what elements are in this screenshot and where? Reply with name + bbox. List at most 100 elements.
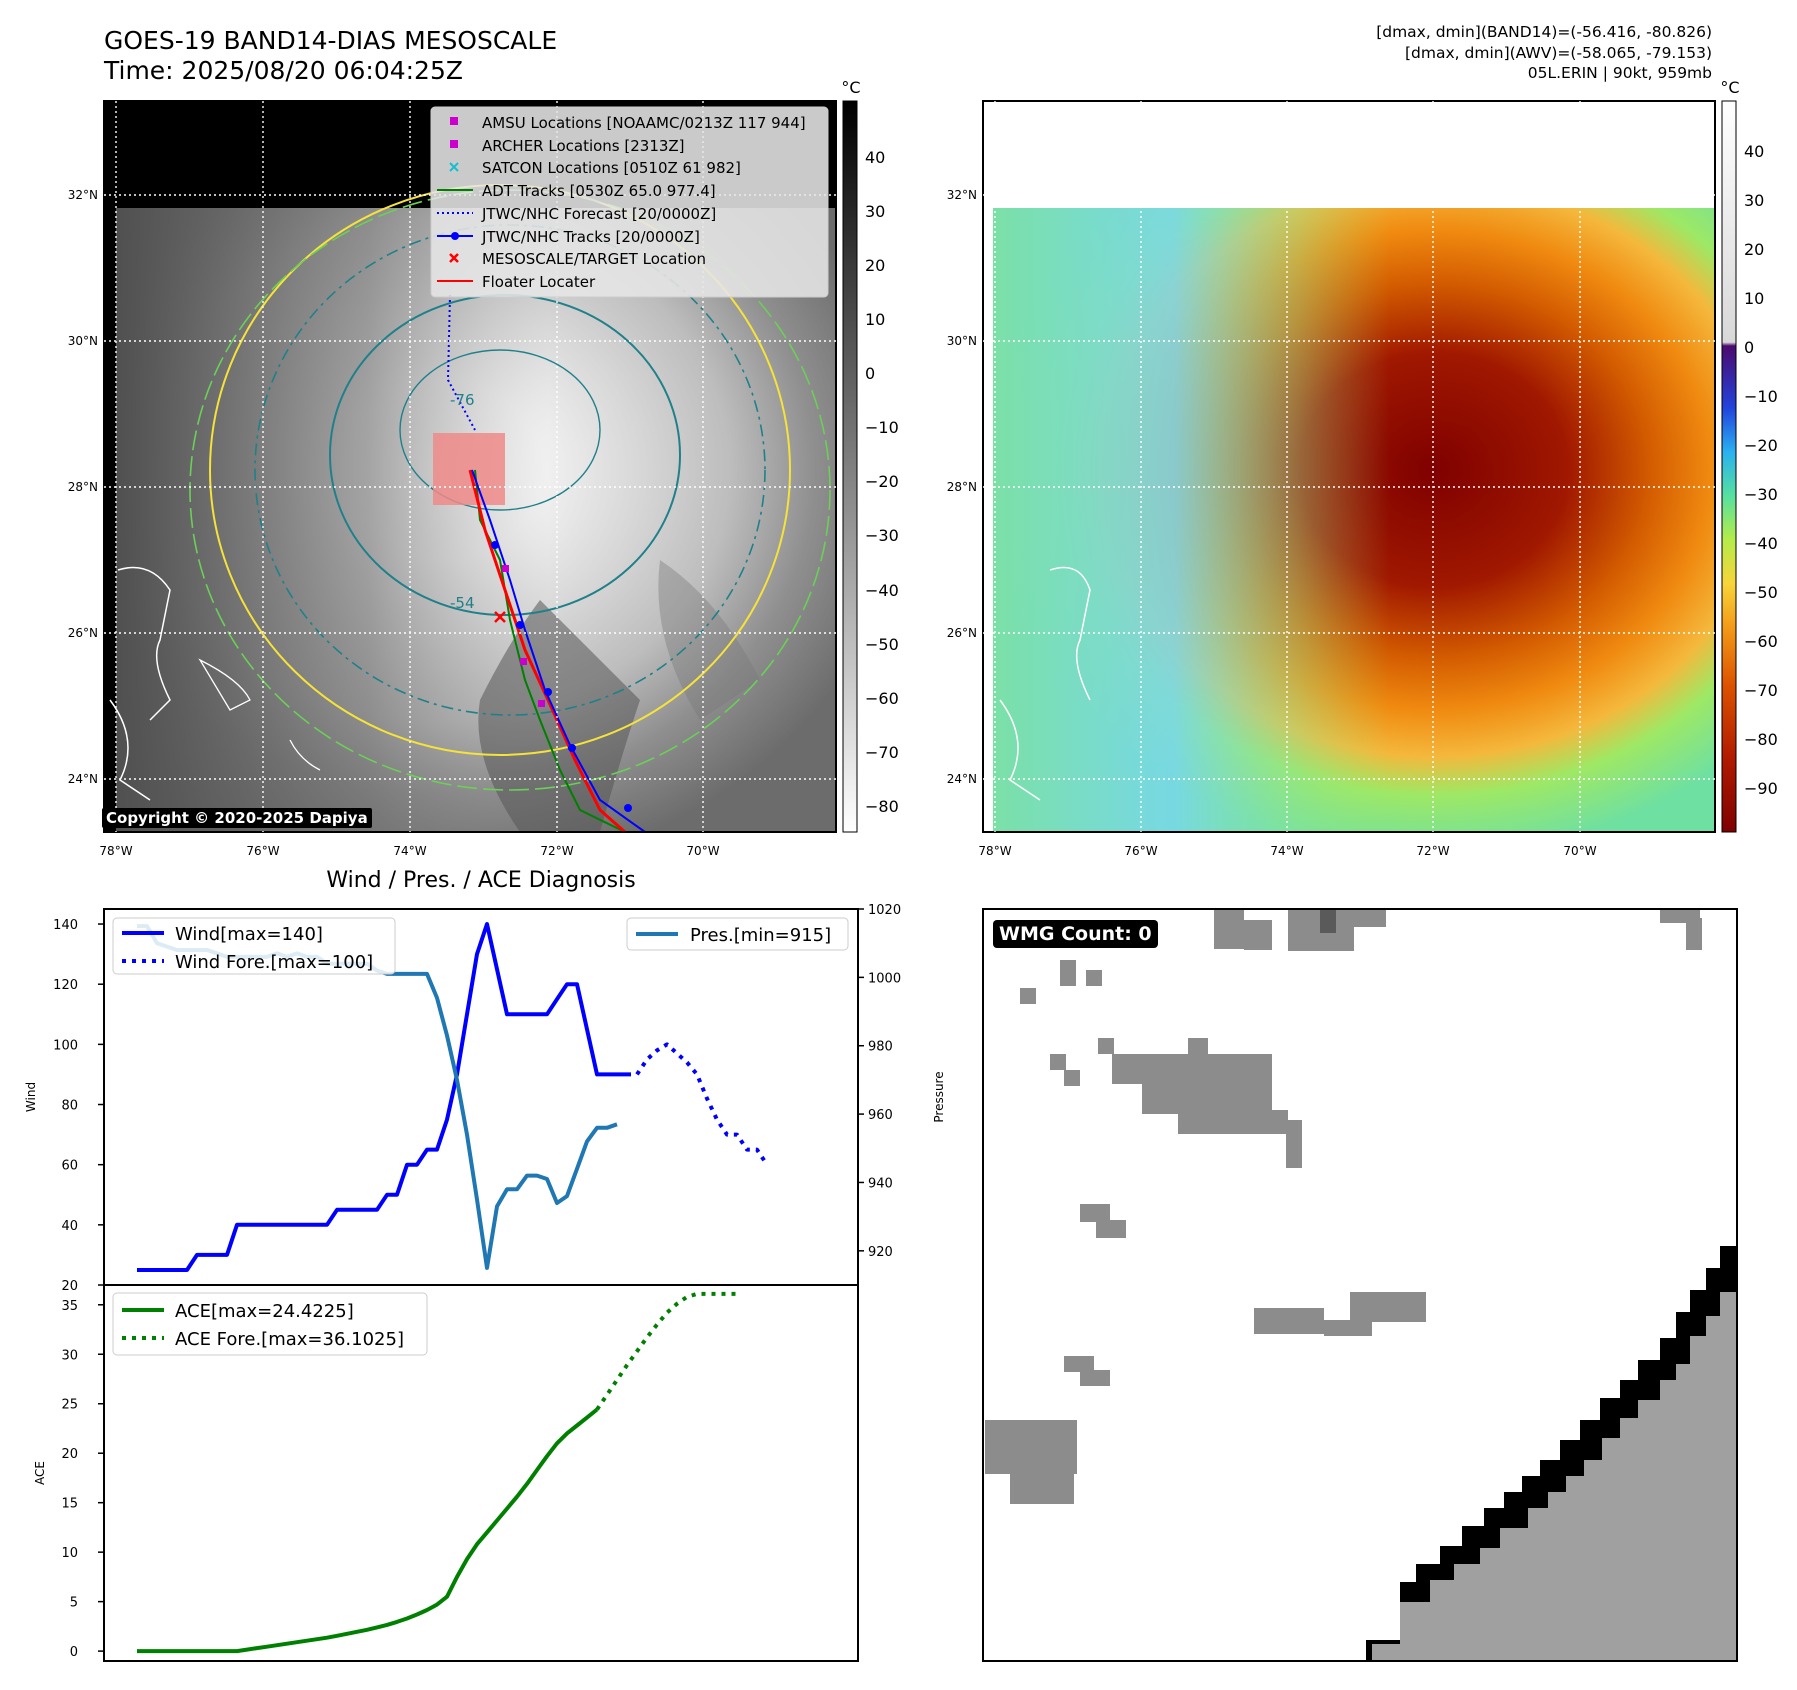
title-line-2: Time: 2025/08/20 06:04:25Z (104, 56, 463, 85)
ir-cb-tick: −80 (865, 797, 899, 816)
awv-cb-tick: −60 (1744, 632, 1778, 651)
awv-cb-tick: −20 (1744, 436, 1778, 455)
ir-colorbar (842, 100, 858, 833)
wmg-frame (982, 908, 1738, 1662)
legend-item: Floater Locater (482, 273, 596, 291)
amsu-marker-icon (450, 117, 458, 125)
awv-lat-labels: 32°N 30°N 28°N 26°N 24°N (947, 188, 977, 786)
ir-lat-labels: 32°N 30°N 28°N 26°N 24°N (68, 188, 98, 786)
wind-ytick-label: 140 (53, 918, 78, 933)
ace-ytick-label: 10 (61, 1546, 78, 1561)
wind-axis-label: Wind (24, 1082, 38, 1112)
awv-satellite-image (983, 101, 1715, 832)
wind-ytick-label: 60 (61, 1159, 78, 1174)
ir-cb-tick: −60 (865, 689, 899, 708)
lon-label: 72°W (540, 844, 573, 858)
ace-ytick-label: 15 (61, 1497, 78, 1512)
satcon-marker-icon (449, 162, 459, 172)
awv-cb-tick: −50 (1744, 583, 1778, 602)
ir-cb-tick: 30 (865, 202, 885, 221)
wind-ytick-label: 120 (53, 978, 78, 993)
info-line-3: 05L.ERIN | 90kt, 959mb (1527, 64, 1712, 82)
contour-label-1: -76 (450, 391, 475, 409)
ace-legend: ACE[max=24.4225] ACE Fore.[max=36.1025] (112, 1292, 428, 1356)
wind-forecast-series-line (627, 1042, 769, 1166)
lat-label: 24°N (68, 772, 98, 786)
awv-cb-tick: 40 (1744, 142, 1764, 161)
pres-ytick-label: 960 (868, 1108, 893, 1123)
figure-info: [dmax, dmin](BAND14)=(-56.416, -80.826) … (1376, 22, 1712, 84)
wind-ytick-label: 80 (61, 1099, 78, 1114)
awv-cb-tick: −10 (1744, 387, 1778, 406)
legend-item: ADT Tracks [0530Z 65.0 977.4] (482, 182, 716, 200)
pres-ytick-label: 920 (868, 1245, 893, 1260)
lat-label: 30°N (947, 334, 977, 348)
ir-cb-tick: 20 (865, 256, 885, 275)
ace-legend-label: ACE[max=24.4225] (175, 1301, 354, 1322)
target-marker-icon (449, 253, 459, 263)
legend-item: JTWC/NHC Tracks [20/0000Z] (481, 228, 700, 246)
pressure-axis-label: Pressure (932, 1071, 946, 1122)
pres-legend: Pres.[min=915] (626, 917, 849, 951)
ace-series-line (137, 1407, 599, 1654)
awv-cb-tick: 0 (1744, 338, 1754, 357)
wmg-count-badge: WMG Count: 0 (993, 920, 1158, 948)
awv-cb-tick: 30 (1744, 191, 1764, 210)
awv-colorbar-unit: °C (1720, 78, 1739, 97)
ace-ytick-label: 20 (61, 1447, 78, 1462)
ir-cb-tick: 0 (865, 364, 875, 383)
info-line-2: [dmax, dmin](AWV)=(-58.065, -79.153) (1405, 43, 1712, 62)
legend-item: ARCHER Locations [2313Z] (482, 137, 685, 155)
lat-label: 32°N (68, 188, 98, 202)
lat-label: 26°N (68, 626, 98, 640)
ace-fore-legend-label: ACE Fore.[max=36.1025] (175, 1329, 404, 1350)
awv-cb-tick: 10 (1744, 289, 1764, 308)
awv-colorbar-ticks: 40 30 20 10 0 −10 −20 −30 −40 −50 −60 −7… (1744, 142, 1778, 798)
pres-ytick-label: 980 (868, 1040, 893, 1055)
copyright-badge: Copyright © 2020-2025 Dapiya (102, 808, 372, 828)
ace-ytick-label: 25 (61, 1398, 78, 1413)
figure-title: GOES-19 BAND14-DIAS MESOSCALE Time: 2025/… (104, 26, 557, 86)
lon-label: 72°W (1416, 844, 1449, 858)
lat-label: 28°N (947, 480, 977, 494)
pres-ytick-label: 1000 (868, 971, 901, 986)
wind-ytick-label: 100 (53, 1038, 78, 1053)
ir-cb-tick: −30 (865, 526, 899, 545)
contour-label-2: -54 (450, 594, 475, 612)
legend-item: SATCON Locations [0510Z 61 982] (482, 159, 741, 177)
awv-cb-tick: −70 (1744, 681, 1778, 700)
ir-map-frame (103, 100, 837, 833)
legend-item: JTWC/NHC Forecast [20/0000Z] (481, 205, 716, 223)
ace-ytick-label: 5 (70, 1596, 78, 1611)
awv-cb-tick: −40 (1744, 534, 1778, 553)
lon-label: 74°W (393, 844, 426, 858)
legend-item: AMSU Locations [NOAAMC/0213Z 117 944] (482, 114, 806, 132)
ir-cb-tick: −20 (865, 472, 899, 491)
pres-ytick-label: 940 (868, 1176, 893, 1191)
ir-colorbar-ticks: 40 30 20 10 0 −10 −20 −30 −40 −50 −60 −7… (865, 148, 899, 816)
pres-ytick-label: 1020 (868, 903, 901, 918)
ir-colorbar-unit: °C (841, 78, 860, 97)
ace-ytick-label: 0 (70, 1645, 78, 1660)
legend-item: MESOSCALE/TARGET Location (482, 250, 706, 268)
wind-series-line (137, 922, 627, 1272)
chart-title: Wind / Pres. / ACE Diagnosis (326, 868, 635, 893)
ace-ytick-label: 35 (61, 1299, 78, 1314)
ace-forecast-series-line (595, 1291, 737, 1411)
awv-map-frame (982, 100, 1716, 833)
wmg-panel (982, 908, 1738, 1662)
wind-legend: Wind[max=140] Wind Fore.[max=100] (112, 917, 396, 975)
wind-fore-legend-label: Wind Fore.[max=100] (175, 952, 373, 973)
wind-ytick-label: 20 (61, 1279, 78, 1294)
ir-cb-tick: −70 (865, 743, 899, 762)
lon-label: 74°W (1270, 844, 1303, 858)
awv-lon-labels: 78°W 76°W 74°W 72°W 70°W (978, 844, 1596, 858)
awv-cb-tick: −30 (1744, 485, 1778, 504)
lon-label: 78°W (99, 844, 132, 858)
awv-cb-tick: 20 (1744, 240, 1764, 259)
title-line-1: GOES-19 BAND14-DIAS MESOSCALE (104, 26, 558, 55)
ir-cb-tick: 40 (865, 148, 885, 167)
ir-lon-labels: 78°W 76°W 74°W 72°W 70°W (99, 844, 719, 858)
pres-legend-label: Pres.[min=915] (690, 925, 831, 946)
